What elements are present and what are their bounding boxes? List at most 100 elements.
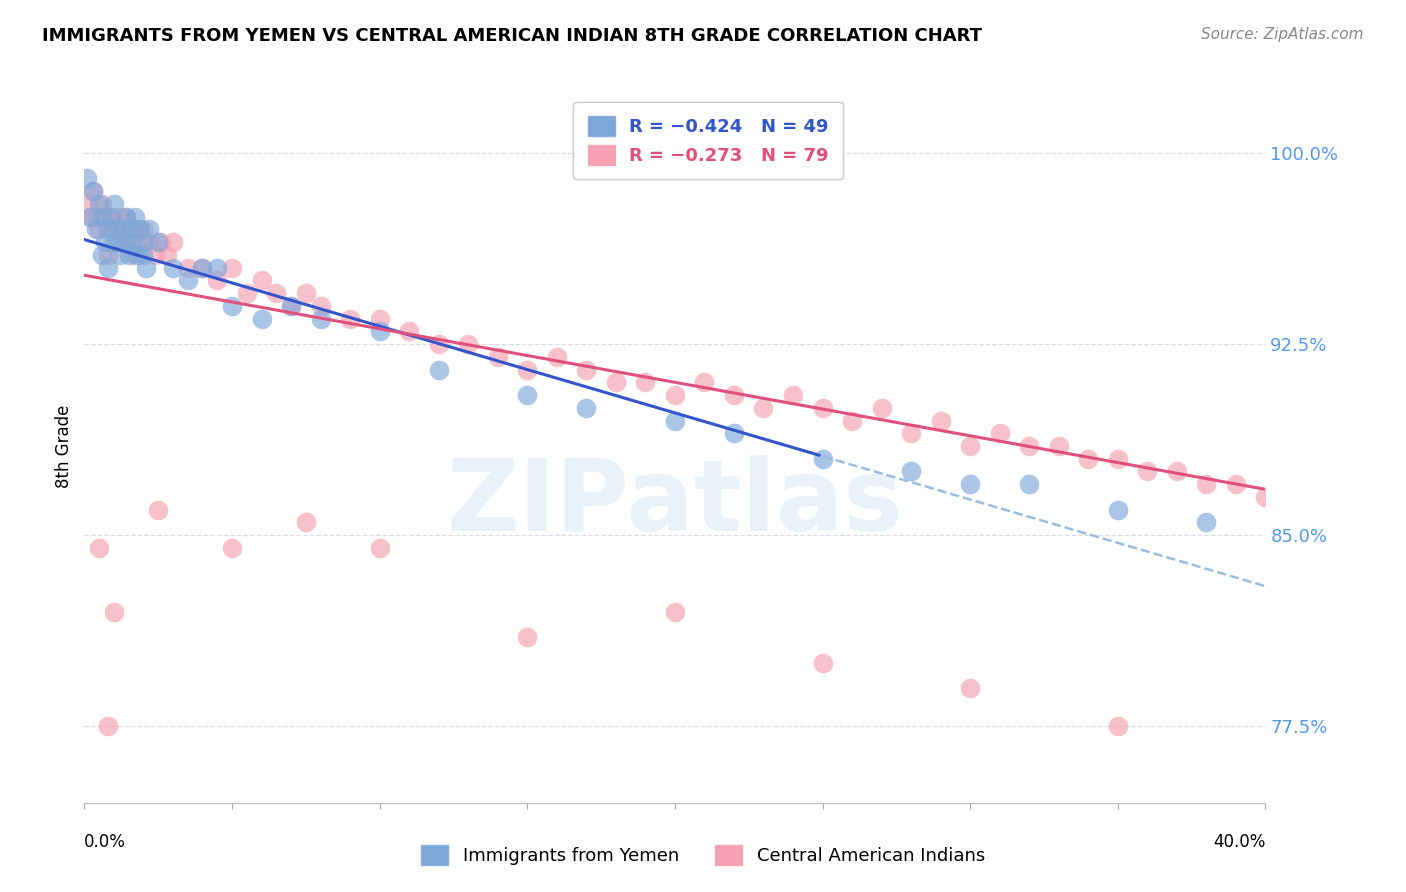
Point xyxy=(84,210,107,224)
Y-axis label: 8th Grade: 8th Grade xyxy=(55,404,73,488)
Point xyxy=(900,426,922,441)
Point xyxy=(105,235,128,249)
Point xyxy=(111,222,134,236)
Point xyxy=(280,299,302,313)
Point xyxy=(841,413,863,427)
Point xyxy=(94,210,117,224)
Point xyxy=(114,210,136,224)
Legend: Immigrants from Yemen, Central American Indians: Immigrants from Yemen, Central American … xyxy=(412,836,994,874)
Point xyxy=(124,210,146,224)
Legend: R = −0.424   N = 49, R = −0.273   N = 79: R = −0.424 N = 49, R = −0.273 N = 79 xyxy=(574,102,844,179)
Point xyxy=(546,350,568,364)
Point xyxy=(1107,502,1129,516)
Point xyxy=(84,222,107,236)
Point xyxy=(91,248,114,262)
Point xyxy=(295,286,318,301)
Point xyxy=(1107,719,1129,733)
Point xyxy=(89,197,111,211)
Point xyxy=(121,222,143,236)
Point xyxy=(1107,451,1129,466)
Point xyxy=(575,362,598,376)
Point xyxy=(368,541,391,555)
Point xyxy=(1195,516,1218,530)
Point xyxy=(205,260,228,275)
Point xyxy=(111,222,134,236)
Point xyxy=(664,605,686,619)
Point xyxy=(135,260,157,275)
Point xyxy=(82,184,104,198)
Point xyxy=(723,426,745,441)
Point xyxy=(959,681,981,695)
Point xyxy=(1018,439,1040,453)
Point xyxy=(723,388,745,402)
Point xyxy=(427,337,450,351)
Point xyxy=(177,273,200,287)
Point xyxy=(1166,465,1188,479)
Point xyxy=(634,376,657,390)
Point xyxy=(148,235,170,249)
Point xyxy=(97,248,120,262)
Point xyxy=(132,222,155,236)
Point xyxy=(191,260,214,275)
Point xyxy=(516,362,538,376)
Point xyxy=(127,248,149,262)
Point xyxy=(97,222,120,236)
Text: 0.0%: 0.0% xyxy=(84,833,127,851)
Point xyxy=(1077,451,1099,466)
Text: ZIPatlas: ZIPatlas xyxy=(447,455,903,551)
Point xyxy=(124,248,146,262)
Point xyxy=(309,311,332,326)
Point xyxy=(162,260,184,275)
Point xyxy=(900,465,922,479)
Point xyxy=(929,413,952,427)
Point xyxy=(138,222,160,236)
Point xyxy=(148,502,170,516)
Point xyxy=(295,516,318,530)
Point xyxy=(156,248,179,262)
Point xyxy=(1136,465,1159,479)
Point xyxy=(221,299,243,313)
Point xyxy=(114,210,136,224)
Point xyxy=(100,210,122,224)
Point xyxy=(988,426,1011,441)
Point xyxy=(76,197,98,211)
Point xyxy=(250,273,273,287)
Point xyxy=(959,477,981,491)
Point xyxy=(693,376,716,390)
Text: IMMIGRANTS FROM YEMEN VS CENTRAL AMERICAN INDIAN 8TH GRADE CORRELATION CHART: IMMIGRANTS FROM YEMEN VS CENTRAL AMERICA… xyxy=(42,27,983,45)
Point xyxy=(811,401,834,415)
Point xyxy=(516,630,538,644)
Point xyxy=(516,388,538,402)
Point xyxy=(162,235,184,249)
Point xyxy=(89,541,111,555)
Point xyxy=(121,222,143,236)
Point xyxy=(1254,490,1277,504)
Point xyxy=(94,235,117,249)
Point xyxy=(457,337,479,351)
Point xyxy=(108,248,131,262)
Point xyxy=(664,413,686,427)
Point xyxy=(782,388,804,402)
Point xyxy=(150,235,173,249)
Point xyxy=(97,719,120,733)
Point xyxy=(870,401,893,415)
Point xyxy=(280,299,302,313)
Point xyxy=(236,286,259,301)
Point xyxy=(811,656,834,670)
Point xyxy=(103,197,125,211)
Point xyxy=(177,260,200,275)
Point xyxy=(1195,477,1218,491)
Point xyxy=(129,235,152,249)
Point xyxy=(103,605,125,619)
Text: 40.0%: 40.0% xyxy=(1213,833,1265,851)
Point xyxy=(111,235,134,249)
Point xyxy=(127,222,149,236)
Point xyxy=(129,222,152,236)
Point xyxy=(118,235,141,249)
Point xyxy=(103,235,125,249)
Point xyxy=(575,401,598,415)
Point xyxy=(752,401,775,415)
Point xyxy=(1018,477,1040,491)
Point xyxy=(138,235,160,249)
Point xyxy=(132,235,155,249)
